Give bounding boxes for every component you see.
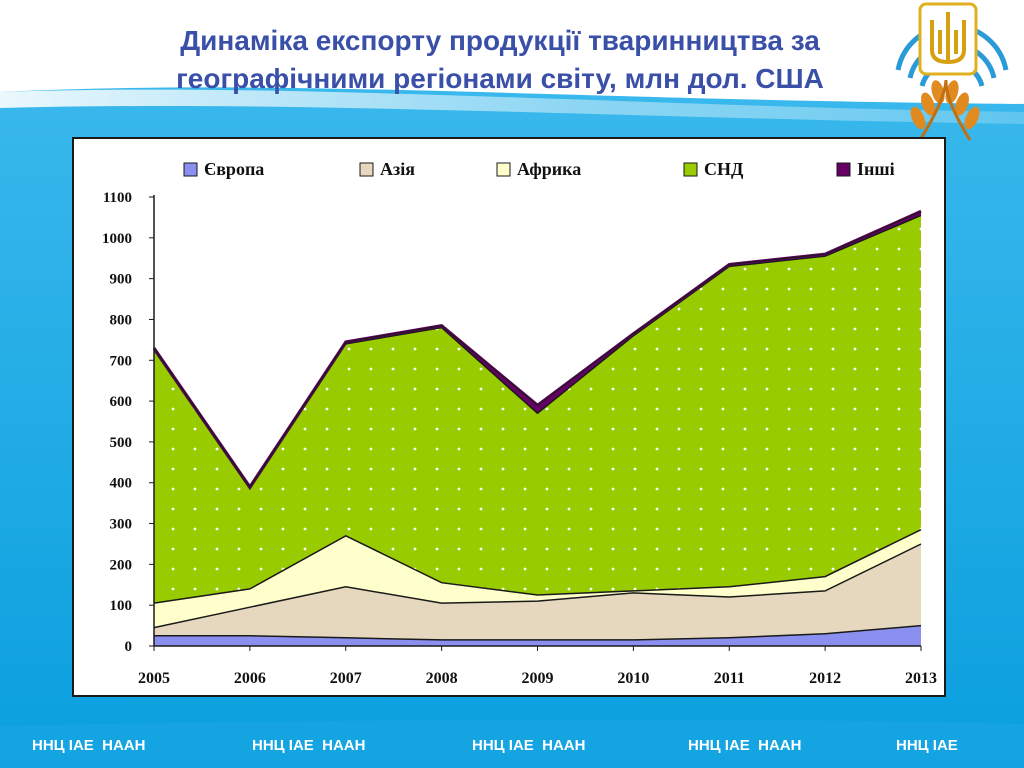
legend-swatch-4	[836, 162, 851, 177]
legend-label-3: СНД	[704, 159, 744, 179]
legend-swatch-1	[359, 162, 374, 177]
series-area-3	[154, 215, 921, 604]
x-tick-label-7: 2012	[809, 670, 841, 687]
series-area-0	[154, 625, 921, 646]
legend-label-1: Азія	[380, 159, 415, 179]
footer-label-5: ННЦ ІАЕ	[896, 737, 958, 754]
y-tick-label-8: 800	[110, 312, 133, 328]
x-tick-label-3: 2008	[426, 670, 458, 687]
legend-label-0: Європа	[204, 159, 264, 179]
footer-label-3: ННЦ ІАЕ НААН	[472, 737, 586, 754]
series-line-2	[153, 529, 922, 604]
footer-label-2: ННЦ ІАЕ НААН	[252, 737, 366, 754]
legend-label-4: Інші	[857, 159, 895, 179]
x-tick-label-4: 2009	[522, 670, 554, 687]
y-tick-label-2: 200	[110, 557, 133, 573]
page-title: Динаміка експорту продукції тваринництва…	[40, 22, 960, 98]
footer-label-4: ННЦ ІАЕ НААН	[688, 737, 802, 754]
x-tick-label-1: 2006	[234, 670, 266, 687]
y-tick-label-3: 300	[110, 517, 133, 533]
y-tick-label-5: 500	[110, 435, 133, 451]
legend-swatch-3	[683, 162, 698, 177]
x-tick-label-6: 2011	[714, 670, 745, 687]
chart-frame: 0 100 200 300 400 500 600 700 800 900 1000 1100 2005…	[72, 137, 946, 697]
y-tick-label-6: 600	[110, 394, 133, 410]
series-area-1	[154, 544, 921, 640]
x-tick-label-2: 2007	[330, 670, 362, 687]
total-outline	[153, 210, 922, 488]
series-area-2	[154, 529, 921, 628]
x-tick-label-5: 2010	[617, 670, 649, 687]
x-tick-label-8: 2013	[905, 670, 937, 687]
y-tick-label-0: 0	[125, 639, 133, 655]
title-line-2: географічними регіонами світу, млн дол. …	[176, 63, 824, 94]
legend-label-2: Африка	[517, 159, 581, 179]
footer-label-1: ННЦ ІАЕ НААН	[32, 737, 146, 754]
legend-swatch-0	[183, 162, 198, 177]
tryzub-wheat-emblem-icon	[895, 2, 1009, 141]
series-line-0	[154, 624, 922, 641]
y-tick-label-10: 1000	[102, 231, 132, 247]
legend-swatch-2	[496, 162, 511, 177]
area-chart: 0 100 200 300 400 500 600 700 800 900 1000 1100 2005…	[102, 159, 937, 687]
y-tick-label-9: 900	[110, 272, 133, 288]
x-tick-label-0: 2005	[138, 670, 170, 687]
title-line-1: Динаміка експорту продукції тваринництва…	[180, 25, 820, 56]
y-tick-label-1: 100	[110, 598, 133, 614]
y-tick-label-7: 700	[110, 353, 133, 369]
y-tick-label-11: 1100	[103, 190, 132, 206]
y-tick-label-4: 400	[110, 476, 133, 492]
series-line-1	[153, 543, 922, 629]
